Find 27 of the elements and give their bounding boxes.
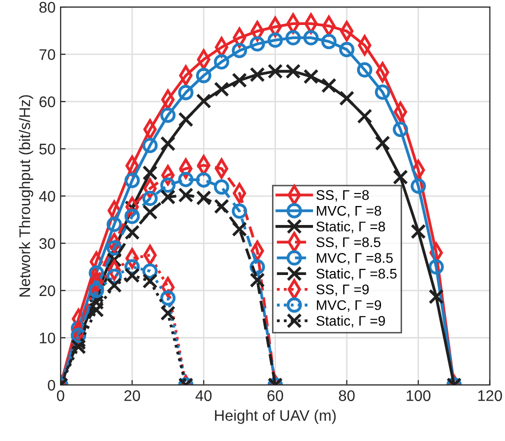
- legend-label: Static, Γ =9: [316, 316, 385, 328]
- legend-label: SS, Γ =8: [316, 190, 369, 202]
- x-axis-title: Height of UAV (m): [215, 410, 336, 424]
- legend-label: Static, Γ =8.5: [316, 268, 397, 280]
- legend-label: SS, Γ =9: [316, 284, 369, 296]
- y-tick-label: 0: [48, 380, 56, 391]
- x-tick-label: 20: [124, 390, 140, 402]
- y-tick-label: 60: [40, 96, 56, 108]
- x-tick-label: 40: [196, 390, 212, 402]
- legend-label: SS, Γ =8.5: [316, 237, 380, 249]
- y-tick-label: 80: [39, 2, 56, 13]
- x-tick-label: 60: [268, 390, 284, 402]
- legend-label: Static, Γ =8: [316, 221, 385, 234]
- x-tick-label: 100: [406, 390, 430, 402]
- y-tick-label: 20: [40, 285, 56, 296]
- y-axis-title: Network Throughput (bit/s/Hz): [18, 95, 34, 297]
- y-tick-label: 70: [40, 49, 56, 60]
- legend-label: MVC, Γ =8.5: [316, 253, 393, 265]
- y-tick-label: 40: [39, 190, 56, 202]
- legend-label: MVC, Γ =9: [316, 300, 382, 312]
- x-tick-label: 120: [478, 390, 502, 402]
- y-tick-label: 50: [39, 144, 56, 154]
- y-tick-label: 30: [39, 238, 56, 249]
- legend-label: MVC, Γ =8: [316, 206, 382, 218]
- x-tick-label: 0: [56, 390, 64, 402]
- y-tick-label: 10: [40, 332, 56, 344]
- x-tick-label: 80: [338, 390, 355, 402]
